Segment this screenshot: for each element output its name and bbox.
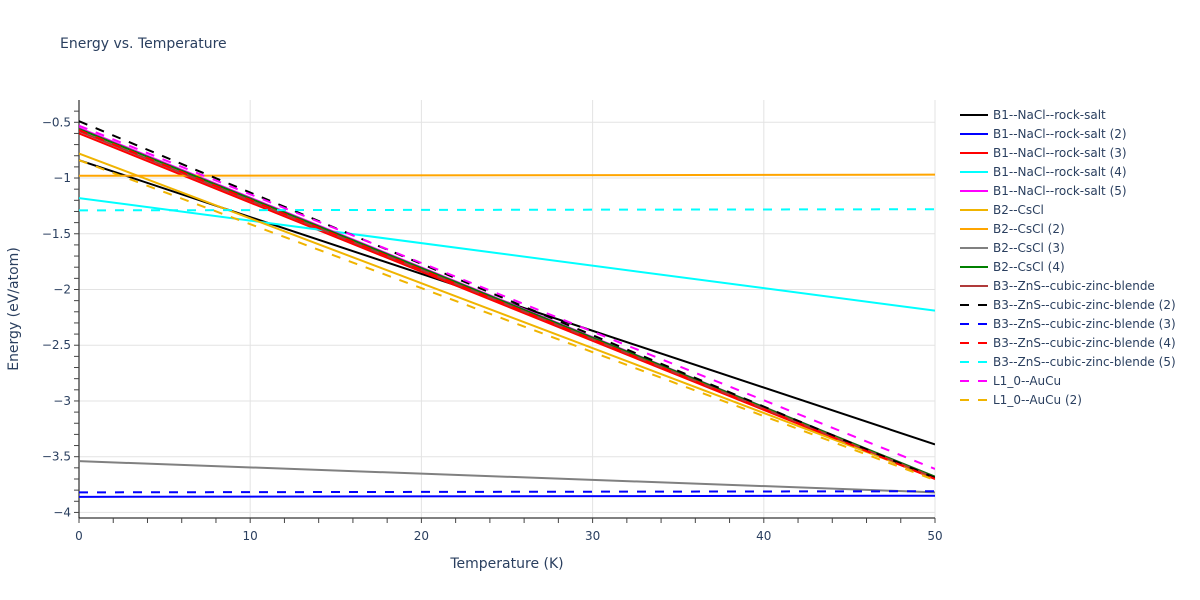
legend-label: B1--NaCl--rock-salt (3) — [993, 146, 1127, 160]
legend-label: B2--CsCl — [993, 203, 1044, 217]
series-line — [79, 494, 935, 498]
legend-label: B1--NaCl--rock-salt (2) — [993, 127, 1127, 141]
series-group — [79, 120, 935, 498]
series-line — [79, 128, 935, 478]
series-line — [79, 124, 935, 470]
legend-label: B1--NaCl--rock-salt — [993, 108, 1106, 122]
legend-item[interactable]: B2--CsCl (4) — [960, 260, 1065, 274]
y-tick-label: −1 — [53, 171, 71, 185]
legend-label: L1_0--AuCu — [993, 374, 1061, 388]
legend-item[interactable]: B1--NaCl--rock-salt (4) — [960, 165, 1127, 179]
series-line — [79, 173, 935, 177]
chart-title: Energy vs. Temperature — [60, 36, 227, 52]
x-axis-title: Temperature (K) — [449, 556, 563, 572]
legend-item[interactable]: B1--NaCl--rock-salt (3) — [960, 146, 1127, 160]
legend-item[interactable]: B3--ZnS--cubic-zinc-blende — [960, 279, 1155, 293]
x-tick-label: 10 — [243, 529, 258, 543]
legend-label: B3--ZnS--cubic-zinc-blende (2) — [993, 298, 1176, 312]
series-line — [79, 159, 935, 482]
y-tick-label: −0.5 — [42, 115, 71, 129]
legend-item[interactable]: B1--NaCl--rock-salt (5) — [960, 184, 1127, 198]
legend-item[interactable]: B1--NaCl--rock-salt (2) — [960, 127, 1127, 141]
series-line — [79, 132, 935, 480]
legend-label: L1_0--AuCu (2) — [993, 393, 1082, 407]
x-tick-label: 50 — [927, 529, 942, 543]
legend-label: B3--ZnS--cubic-zinc-blende (5) — [993, 355, 1176, 369]
y-tick-label: −4 — [53, 505, 71, 519]
legend: B1--NaCl--rock-salt B1--NaCl--rock-salt (… — [960, 108, 1176, 407]
series-line — [79, 208, 935, 212]
x-tick-label: 0 — [75, 529, 83, 543]
legend-item[interactable]: B2--CsCl (3) — [960, 241, 1065, 255]
y-axis-title: Energy (eV/atom) — [6, 247, 22, 371]
y-tick-label: −2.5 — [42, 338, 71, 352]
y-tick-label: −3.5 — [42, 450, 71, 464]
legend-item[interactable]: B2--CsCl (2) — [960, 222, 1065, 236]
legend-label: B1--NaCl--rock-salt (5) — [993, 184, 1127, 198]
y-tick-label: −2 — [53, 282, 71, 296]
legend-label: B2--CsCl (4) — [993, 260, 1065, 274]
legend-item[interactable]: B2--CsCl — [960, 203, 1044, 217]
legend-item[interactable]: B3--ZnS--cubic-zinc-blende (5) — [960, 355, 1176, 369]
y-tick-label: −3 — [53, 394, 71, 408]
legend-label: B2--CsCl (3) — [993, 241, 1065, 255]
legend-label: B3--ZnS--cubic-zinc-blende (4) — [993, 336, 1176, 350]
x-tick-label: 30 — [585, 529, 600, 543]
legend-label: B3--ZnS--cubic-zinc-blende — [993, 279, 1155, 293]
y-tick-label: −1.5 — [42, 227, 71, 241]
legend-item[interactable]: L1_0--AuCu — [960, 374, 1061, 388]
grid-lines — [79, 100, 936, 518]
series-line — [79, 197, 935, 312]
legend-item[interactable]: B1--NaCl--rock-salt — [960, 108, 1106, 122]
legend-label: B2--CsCl (2) — [993, 222, 1065, 236]
legend-item[interactable]: B3--ZnS--cubic-zinc-blende (4) — [960, 336, 1176, 350]
legend-label: B3--ZnS--cubic-zinc-blende (3) — [993, 317, 1176, 331]
x-tick-label: 20 — [414, 529, 429, 543]
series-line — [79, 490, 935, 494]
legend-item[interactable]: L1_0--AuCu (2) — [960, 393, 1082, 407]
legend-item[interactable]: B3--ZnS--cubic-zinc-blende (3) — [960, 317, 1176, 331]
legend-item[interactable]: B3--ZnS--cubic-zinc-blende (2) — [960, 298, 1176, 312]
series-line — [79, 460, 935, 494]
series-line — [79, 152, 935, 479]
series-line — [79, 130, 935, 479]
x-tick-label: 40 — [756, 529, 771, 543]
legend-label: B1--NaCl--rock-salt (4) — [993, 165, 1127, 179]
